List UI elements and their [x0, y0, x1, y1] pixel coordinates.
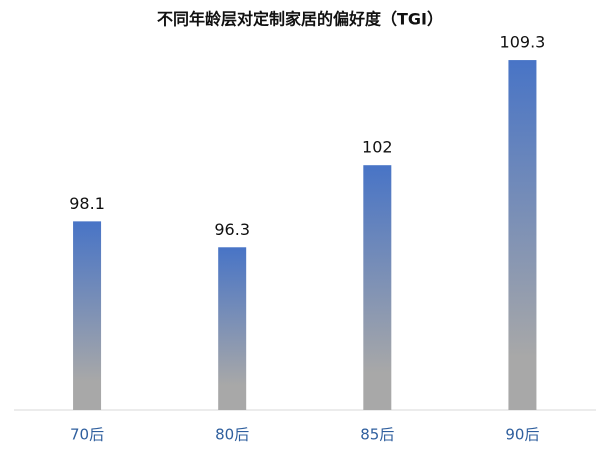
x-tick-label: 85后	[360, 426, 394, 444]
bar	[508, 60, 537, 410]
bar	[363, 165, 392, 410]
bar	[218, 247, 247, 410]
x-tick-label: 90后	[505, 426, 539, 444]
data-label: 102	[362, 138, 393, 157]
data-label: 96.3	[214, 220, 250, 239]
x-tick-label: 70后	[70, 426, 104, 444]
bar	[73, 221, 102, 410]
chart-title: 不同年龄层对定制家居的偏好度（TGI）	[157, 10, 443, 29]
x-tick-label: 80后	[215, 426, 249, 444]
data-label: 109.3	[500, 33, 546, 52]
data-label: 98.1	[69, 194, 105, 213]
